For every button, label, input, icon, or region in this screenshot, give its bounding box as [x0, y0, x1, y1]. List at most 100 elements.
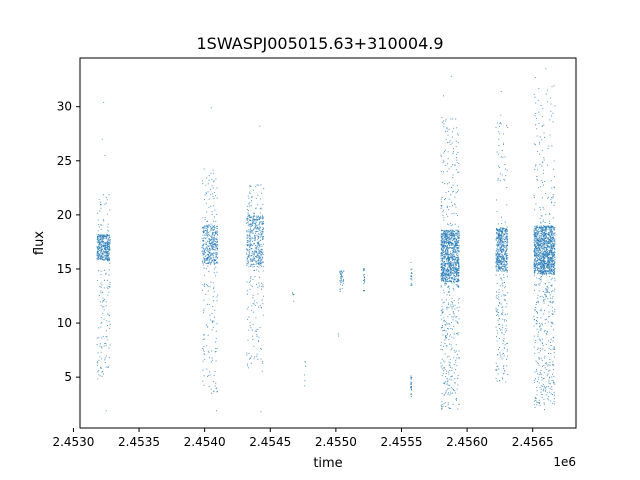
data-point [500, 260, 502, 262]
data-point [258, 233, 260, 235]
data-point [257, 256, 259, 258]
data-point [445, 280, 447, 282]
data-point [246, 308, 248, 310]
data-point [101, 235, 103, 237]
data-point [261, 370, 263, 372]
data-point [535, 250, 537, 252]
data-point [442, 270, 444, 272]
data-point [497, 165, 499, 167]
data-point [453, 255, 455, 257]
data-point [456, 249, 458, 251]
data-point [263, 266, 265, 268]
data-point [536, 381, 538, 383]
data-point [537, 294, 539, 296]
data-point [451, 336, 453, 338]
data-point [443, 256, 445, 258]
data-point [207, 350, 209, 352]
data-point [454, 276, 456, 278]
data-point [548, 239, 550, 241]
data-point [456, 159, 458, 161]
data-point [96, 337, 98, 339]
data-point [262, 303, 264, 305]
data-point [500, 236, 502, 238]
data-point [452, 191, 454, 193]
data-point [498, 302, 500, 304]
data-point [552, 254, 554, 256]
data-point [506, 343, 508, 345]
data-point [252, 253, 254, 255]
data-point [537, 250, 539, 252]
data-point [450, 349, 452, 351]
data-point [541, 253, 543, 255]
data-point [457, 267, 459, 269]
data-point [108, 259, 110, 261]
data-point [451, 347, 453, 349]
data-point [207, 226, 209, 228]
data-point [535, 269, 537, 271]
data-point [247, 231, 249, 233]
data-point [249, 185, 251, 187]
data-point [449, 267, 451, 269]
data-point [97, 248, 99, 250]
data-point [545, 288, 547, 290]
data-point [507, 374, 509, 376]
data-point [450, 238, 452, 240]
data-point [544, 228, 546, 230]
data-point [203, 260, 205, 262]
data-point [549, 228, 551, 230]
data-point [253, 242, 255, 244]
data-point [212, 187, 214, 189]
data-point [549, 361, 551, 363]
data-point [536, 321, 538, 323]
data-point [543, 236, 545, 238]
data-point [262, 221, 264, 223]
data-point [506, 313, 508, 315]
data-point [99, 201, 101, 203]
data-point [498, 253, 500, 255]
data-point [210, 240, 212, 242]
data-point [410, 278, 412, 280]
data-point [547, 365, 549, 367]
data-point [451, 256, 453, 258]
data-point [498, 267, 500, 269]
data-point [447, 257, 449, 259]
data-point [215, 238, 217, 240]
data-point [256, 246, 258, 248]
data-point [205, 226, 207, 228]
data-point [497, 248, 499, 250]
data-point [339, 271, 341, 273]
data-point [248, 254, 250, 256]
data-point [536, 297, 538, 299]
data-point [554, 243, 556, 245]
data-point [208, 254, 210, 256]
data-point [443, 258, 445, 260]
data-point [538, 403, 540, 405]
data-point [553, 263, 555, 265]
data-point [211, 357, 213, 359]
data-point [535, 243, 537, 245]
data-point [548, 370, 550, 372]
data-point [498, 232, 500, 234]
data-point [539, 163, 541, 165]
data-point [541, 179, 543, 181]
data-point [448, 141, 450, 143]
data-point [501, 261, 503, 263]
data-point [507, 292, 509, 294]
data-point [538, 237, 540, 239]
data-point [553, 266, 555, 268]
data-point [457, 286, 459, 288]
data-point [446, 270, 448, 272]
data-point [106, 241, 108, 243]
data-point [543, 262, 545, 264]
data-point [262, 286, 264, 288]
data-point [536, 225, 538, 227]
data-point [260, 217, 262, 219]
data-point [503, 340, 505, 342]
data-point [252, 311, 254, 313]
data-point [542, 378, 544, 380]
data-point [450, 272, 452, 274]
data-point [101, 347, 103, 349]
data-point [444, 255, 446, 257]
data-point [340, 277, 342, 279]
